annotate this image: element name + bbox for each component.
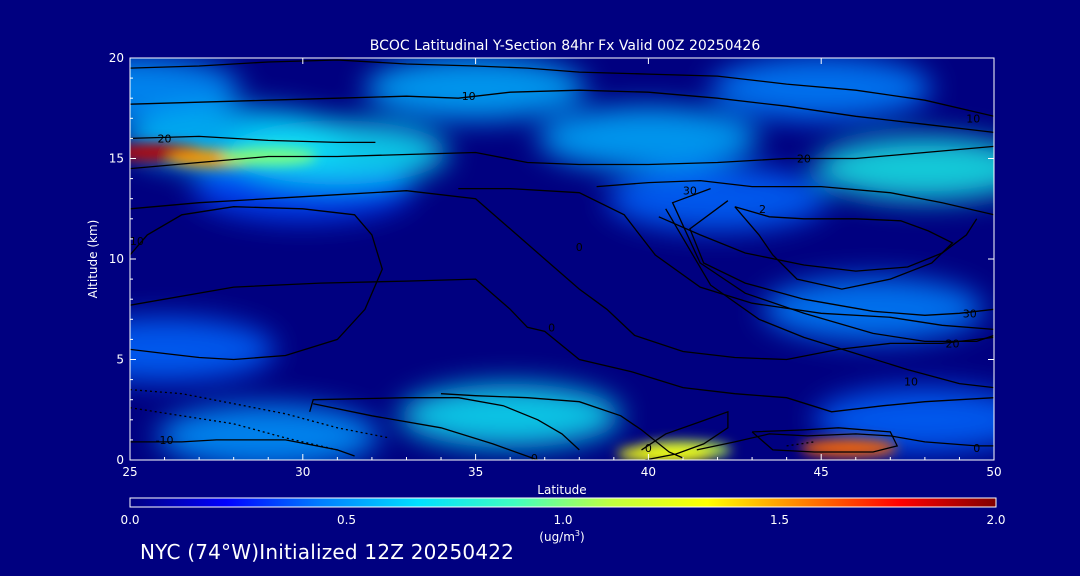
concentration-patch [399, 383, 621, 448]
contour-label: 10 [904, 376, 918, 389]
colorbar-unit-sup: 3 [575, 529, 580, 538]
x-tick-label: 50 [986, 465, 1001, 479]
y-tick-label: 15 [109, 152, 124, 166]
y-tick-label: 0 [116, 453, 124, 467]
contour-line [658, 216, 978, 272]
contour-line [696, 433, 994, 451]
contour-label: 10 [966, 112, 980, 125]
contour-line [309, 397, 580, 451]
contour-line [130, 59, 994, 117]
contour-line [130, 135, 376, 144]
contour-label: 20 [797, 153, 811, 166]
contour-label: 20 [946, 337, 960, 350]
contour-label: 30 [963, 307, 977, 320]
y-tick-label: 5 [116, 353, 124, 367]
colorbar-ticks: 0.0 0.5 1.0 1.5 2.0 [120, 513, 1005, 527]
x-tick-label: 30 [295, 465, 310, 479]
x-tick-label: 25 [122, 465, 137, 479]
contour-line [641, 410, 729, 460]
contour-label: 0 [548, 321, 555, 334]
colorbar-unit: (ug/m3) [539, 529, 584, 544]
contour-line [130, 278, 994, 413]
y-tick-label: 10 [109, 252, 124, 266]
contour-line [130, 145, 994, 170]
concentration-patch [606, 166, 829, 231]
concentration-patch [814, 387, 994, 452]
concentration-patch [762, 277, 984, 342]
y-axis-label: Altitude (km) [86, 220, 100, 299]
concentration-patch [537, 106, 759, 171]
concentration-patch [130, 317, 276, 382]
contour-label: 20 [158, 132, 172, 145]
colorbar: 0.0 0.5 1.0 1.5 2.0 (ug/m3) [120, 497, 1006, 544]
contour-line [440, 393, 684, 459]
contour-lines [130, 59, 994, 460]
dotted-contour-line [130, 388, 390, 439]
contour-line [689, 200, 994, 316]
colorbar-tick-label: 1.5 [770, 513, 789, 527]
contour-labels: 10 10 20 20 10 0 0 30 2 30 20 10 0 0 0 -10 [130, 90, 980, 465]
colorbar-tick-label: 0.5 [337, 513, 356, 527]
concentration-hotspots [130, 143, 898, 460]
contour-label: 0 [973, 442, 980, 455]
x-tick-label: 45 [814, 465, 829, 479]
concentration-patch [800, 438, 898, 457]
dotted-contour-line [130, 407, 338, 451]
contour-label: 0 [576, 241, 583, 254]
concentration-patch [365, 58, 587, 121]
contour-line [458, 187, 994, 331]
colorbar-tick-label: 2.0 [986, 513, 1005, 527]
concentration-patch [130, 58, 241, 121]
colorbar-unit-main: (ug/m [539, 530, 575, 544]
contour-label: 10 [130, 235, 144, 248]
contour-line [671, 187, 994, 343]
contour-line [751, 427, 899, 453]
contour-label: 10 [462, 90, 476, 103]
contour-line [596, 179, 994, 216]
contour-label: 0 [531, 452, 538, 465]
contour-line [130, 206, 383, 361]
contour-label: 30 [683, 185, 697, 198]
contour-label: 0 [645, 442, 652, 455]
y-tick-label: 20 [109, 51, 124, 65]
contour-line [313, 403, 539, 460]
contour-label: 2 [759, 203, 766, 216]
contour-line [130, 439, 355, 457]
contour-label: -10 [156, 434, 174, 447]
concentration-patch [226, 120, 448, 185]
chart-title: BCOC Latitudinal Y-Section 84hr Fx Valid… [370, 38, 761, 54]
plot-area: 10 10 20 20 10 0 0 30 2 30 20 10 0 0 0 -10 [130, 58, 994, 465]
x-axis: 25 30 35 40 45 50 [122, 58, 1002, 479]
concentration-patch [814, 136, 994, 201]
colorbar-unit-end: ) [580, 530, 585, 544]
colorbar-tick-label: 1.0 [553, 513, 572, 527]
x-axis-label: Latitude [537, 483, 586, 497]
run-info-footer: NYC (74°W)Initialized 12Z 20250422 [140, 540, 515, 564]
contour-line [734, 206, 954, 290]
concentration-patch [157, 403, 379, 460]
colorbar-ramp [129, 497, 997, 508]
colorbar-tick-label: 0.0 [120, 513, 139, 527]
x-tick-label: 35 [468, 465, 483, 479]
concentration-patch [710, 58, 932, 121]
x-tick-label: 40 [641, 465, 656, 479]
contour-line [130, 89, 994, 134]
contour-line [665, 208, 994, 389]
contour-line [130, 190, 994, 361]
